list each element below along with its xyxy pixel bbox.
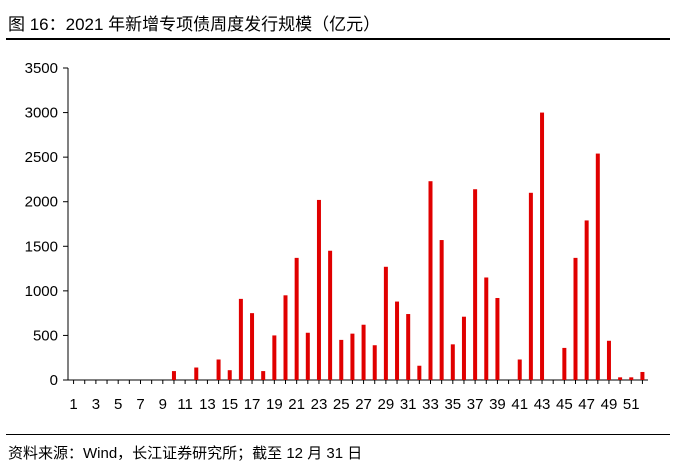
y-tick-label: 1000 bbox=[25, 283, 58, 300]
chart-title: 图 16：2021 年新增专项债周度发行规模（亿元） bbox=[8, 15, 381, 34]
bar-week-29 bbox=[383, 266, 388, 380]
bar-week-27 bbox=[361, 324, 366, 380]
bar-week-41 bbox=[517, 359, 522, 380]
bar-week-15 bbox=[227, 370, 232, 380]
x-tick-label: 17 bbox=[244, 396, 261, 413]
bar-week-17 bbox=[250, 313, 255, 380]
x-tick-label: 45 bbox=[556, 396, 573, 413]
bar-week-42 bbox=[528, 192, 533, 380]
bar-week-45 bbox=[562, 347, 567, 380]
bar-week-31 bbox=[406, 314, 411, 380]
source-note: 资料来源：Wind，长江证券研究所；截至 12 月 31 日 bbox=[8, 445, 363, 462]
x-tick-label: 15 bbox=[221, 396, 238, 413]
x-axis: 1 3 5 7 9 11 13 15 17 19 21 23 25 27 29 31 33 35 37 39 41 43 4… bbox=[68, 379, 648, 413]
x-tick-label: 27 bbox=[355, 396, 372, 413]
x-tick-label: 29 bbox=[378, 396, 395, 413]
x-tick-label: 41 bbox=[511, 396, 528, 413]
bar-week-32 bbox=[417, 365, 422, 380]
x-tick-label: 19 bbox=[266, 396, 283, 413]
x-tick-label: 39 bbox=[489, 396, 506, 413]
x-tick-label: 43 bbox=[534, 396, 551, 413]
bar-week-51 bbox=[629, 377, 634, 380]
x-tick-label: 13 bbox=[199, 396, 216, 413]
x-tick-label: 1 bbox=[69, 396, 77, 413]
bar-week-52 bbox=[640, 371, 645, 380]
y-tick-label: 500 bbox=[33, 327, 58, 344]
bar-week-38 bbox=[484, 277, 489, 380]
bar-week-26 bbox=[350, 333, 355, 380]
x-tick-label: 47 bbox=[578, 396, 595, 413]
source-rule bbox=[6, 434, 670, 435]
x-tick-label: 49 bbox=[601, 396, 618, 413]
bar-week-23 bbox=[316, 199, 321, 380]
y-tick-label: 3000 bbox=[25, 105, 58, 122]
bar-week-28 bbox=[372, 345, 377, 380]
bar-week-34 bbox=[439, 240, 444, 380]
bar-week-46 bbox=[573, 257, 578, 380]
bar-week-16 bbox=[238, 298, 243, 380]
bar-week-36 bbox=[461, 316, 466, 380]
x-tick-label: 37 bbox=[467, 396, 484, 413]
y-tick-label: 3500 bbox=[25, 60, 58, 77]
bar-week-43 bbox=[540, 112, 545, 381]
x-tick-label: 3 bbox=[92, 396, 100, 413]
x-tick-label: 51 bbox=[623, 396, 640, 413]
bar-week-47 bbox=[584, 220, 589, 380]
bar-week-49 bbox=[606, 340, 611, 380]
bar-week-20 bbox=[283, 295, 288, 380]
y-axis: 0 500 1000 1500 2000 2500 3000 3500 bbox=[25, 60, 69, 389]
x-tick-label: 33 bbox=[422, 396, 439, 413]
bars bbox=[171, 112, 645, 381]
bar-week-39 bbox=[495, 297, 500, 380]
bar-week-19 bbox=[272, 335, 277, 380]
bar-week-22 bbox=[305, 332, 310, 380]
bar-week-12 bbox=[194, 367, 199, 380]
bar-week-33 bbox=[428, 181, 433, 380]
x-tick-label: 31 bbox=[400, 396, 417, 413]
x-tick-label: 11 bbox=[177, 396, 193, 413]
title-rule bbox=[6, 38, 670, 40]
y-tick-label: 2500 bbox=[25, 149, 58, 166]
bar-week-30 bbox=[395, 301, 400, 380]
x-tick-label: 7 bbox=[136, 396, 144, 413]
x-tick-label: 25 bbox=[333, 396, 350, 413]
bar-week-10 bbox=[171, 371, 176, 380]
x-tick-label: 35 bbox=[444, 396, 461, 413]
x-tick-label: 9 bbox=[159, 396, 167, 413]
bar-week-37 bbox=[473, 189, 478, 380]
bar-week-25 bbox=[339, 339, 344, 380]
y-tick-label: 0 bbox=[50, 372, 58, 389]
bar-week-35 bbox=[450, 344, 455, 380]
x-tick-label: 21 bbox=[288, 396, 305, 413]
bar-week-24 bbox=[328, 250, 333, 380]
bar-week-21 bbox=[294, 257, 299, 380]
x-tick-label: 23 bbox=[311, 396, 328, 413]
x-tick-label: 5 bbox=[114, 396, 122, 413]
bar-week-18 bbox=[261, 371, 266, 380]
bar-week-50 bbox=[618, 377, 623, 380]
bar-week-48 bbox=[595, 153, 600, 380]
y-tick-label: 2000 bbox=[25, 194, 58, 211]
y-tick-label: 1500 bbox=[25, 238, 58, 255]
bar-week-14 bbox=[216, 359, 221, 380]
